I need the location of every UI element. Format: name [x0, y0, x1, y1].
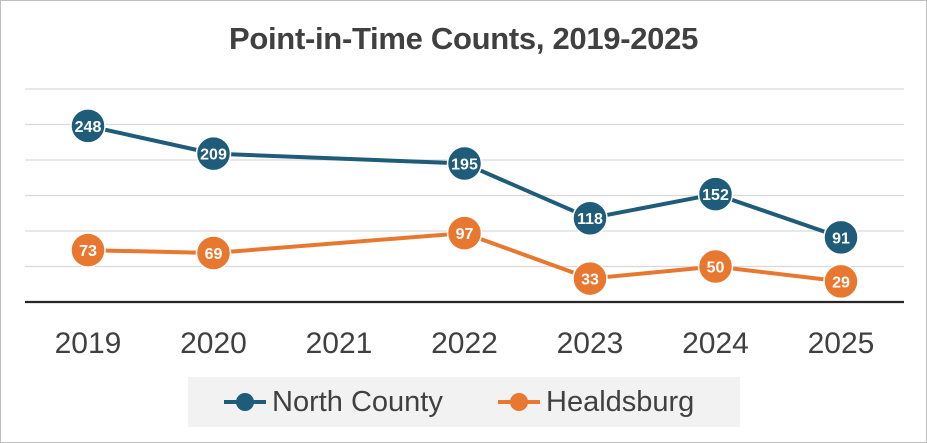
x-tick-label-2023: 2023 [557, 327, 624, 360]
data-label-north-county-2019: 248 [75, 119, 102, 136]
data-label-healdsburg-2025: 29 [832, 274, 850, 291]
x-tick-label-2019: 2019 [55, 327, 122, 360]
point-north-county-2022 [446, 145, 483, 182]
x-tick-label-2020: 2020 [180, 327, 247, 360]
point-north-county-2019 [70, 108, 106, 144]
data-label-healdsburg-2019: 73 [79, 243, 97, 260]
point-healdsburg-2019 [70, 232, 106, 268]
data-label-north-county-2020: 209 [200, 147, 227, 164]
legend-marker-north-county [224, 393, 266, 411]
point-healdsburg-2025 [823, 263, 859, 300]
data-label-healdsburg-2020: 69 [205, 246, 223, 263]
point-north-county-2024 [697, 176, 734, 212]
legend-label-healdsburg: Healdsburg [546, 385, 695, 418]
x-axis: 2019 2020 2021 2022 2023 2024 2025 [25, 300, 904, 360]
data-label-north-county-2022: 195 [451, 157, 478, 174]
data-label-north-county-2023: 118 [577, 211, 603, 228]
point-north-county-2020 [195, 135, 232, 172]
data-label-healdsburg-2023: 33 [581, 272, 599, 289]
point-healdsburg-2022 [446, 215, 483, 251]
data-label-north-county-2025: 91 [832, 230, 850, 247]
point-north-county-2025 [823, 219, 859, 256]
point-healdsburg-2024 [697, 248, 734, 285]
legend: North County Healdsburg [188, 377, 740, 427]
series-line-north-county [87, 123, 842, 240]
point-north-county-2023 [572, 200, 608, 236]
point-healdsburg-2020 [195, 235, 232, 271]
chart-title: Point-in-Time Counts, 2019-2025 [228, 21, 699, 56]
series-line-healdsburg [87, 231, 842, 284]
series-layer: 248 209 195 118 152 91 73 69 97 33 50 29 [70, 108, 859, 300]
point-healdsburg-2023 [572, 260, 608, 297]
data-label-healdsburg-2022: 97 [456, 226, 474, 243]
legend-marker-healdsburg [498, 393, 540, 411]
x-tick-label-2025: 2025 [808, 327, 875, 360]
legend-entry-north-county: North County [222, 377, 443, 427]
data-label-healdsburg-2024: 50 [707, 260, 725, 277]
data-label-north-county-2024: 152 [702, 187, 729, 204]
x-tick-label-2024: 2024 [682, 327, 749, 360]
legend-entry-healdsburg: Healdsburg [496, 377, 694, 427]
legend-label-north-county: North County [272, 385, 443, 418]
x-tick-label-2021: 2021 [306, 327, 373, 360]
x-tick-label-2022: 2022 [431, 327, 498, 360]
